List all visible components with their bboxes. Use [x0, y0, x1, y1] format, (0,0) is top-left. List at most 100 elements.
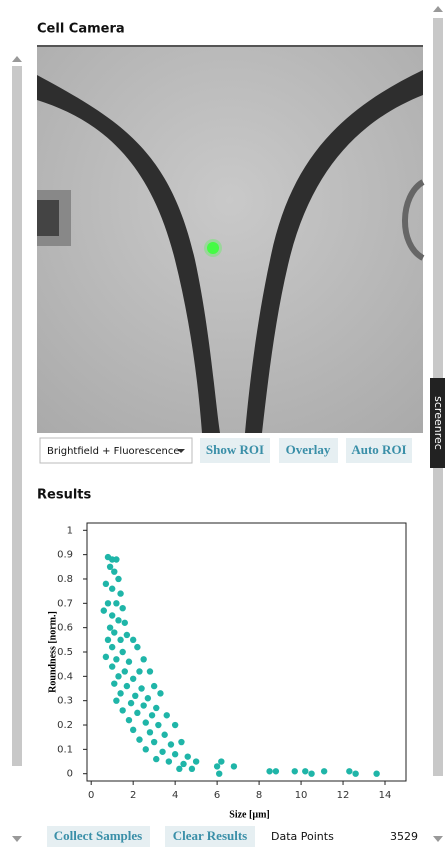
point	[193, 758, 199, 764]
point	[164, 712, 170, 718]
point	[155, 722, 161, 728]
point	[157, 690, 163, 696]
point	[107, 564, 113, 570]
point	[185, 753, 191, 759]
point	[136, 668, 142, 674]
point	[107, 624, 113, 630]
x-tick-label: 10	[295, 790, 308, 801]
y-tick-label: 0.9	[57, 550, 73, 561]
point	[113, 656, 119, 662]
watermark: screenrec	[432, 396, 445, 450]
point	[117, 690, 123, 696]
point	[113, 556, 119, 562]
point	[109, 663, 115, 669]
point	[176, 766, 182, 772]
point	[151, 683, 157, 689]
y-tick-label: 0	[67, 769, 73, 780]
point	[128, 700, 134, 706]
point	[138, 685, 144, 691]
point	[231, 763, 237, 769]
point	[373, 770, 379, 776]
scroll-down-right[interactable]	[433, 836, 443, 842]
point	[101, 607, 107, 613]
point	[149, 712, 155, 718]
button-label: Show ROI	[206, 442, 264, 457]
x-axis-label: Size [µm]	[229, 809, 269, 820]
plot-frame	[87, 523, 406, 781]
y-tick-label: 0.3	[57, 696, 73, 707]
point	[113, 600, 119, 606]
point	[273, 768, 279, 774]
data-points-label: Data Points	[271, 830, 334, 843]
x-tick-label: 2	[130, 790, 136, 801]
point	[161, 732, 167, 738]
point	[346, 768, 352, 774]
point	[178, 739, 184, 745]
point	[126, 717, 132, 723]
point	[109, 586, 115, 592]
point	[105, 637, 111, 643]
button-label: Overlay	[286, 442, 331, 457]
button-label: Auto ROI	[351, 442, 406, 457]
scroll-up-right[interactable]	[433, 6, 443, 12]
scrollbar-left[interactable]	[12, 66, 22, 766]
point	[124, 632, 130, 638]
point	[172, 722, 178, 728]
x-tick-label: 0	[88, 790, 94, 801]
scroll-up-left[interactable]	[12, 56, 22, 62]
point	[159, 749, 165, 755]
y-tick-label: 0.6	[57, 623, 73, 634]
point	[117, 590, 123, 596]
point	[180, 761, 186, 767]
point	[147, 729, 153, 735]
point	[151, 739, 157, 745]
point	[136, 736, 142, 742]
point	[111, 629, 117, 635]
point	[134, 710, 140, 716]
point	[321, 768, 327, 774]
x-tick-label: 12	[337, 790, 350, 801]
point	[172, 751, 178, 757]
point	[302, 768, 308, 774]
point	[115, 576, 121, 582]
section-title: Cell Camera	[37, 22, 125, 37]
point	[140, 656, 146, 662]
point	[130, 676, 136, 682]
y-tick-label: 1	[67, 525, 73, 536]
point	[109, 612, 115, 618]
point	[113, 697, 119, 703]
scroll-down-left[interactable]	[12, 836, 22, 842]
point	[126, 659, 132, 665]
y-tick-label: 0.8	[57, 574, 73, 585]
point	[153, 756, 159, 762]
point	[122, 668, 128, 674]
point	[143, 719, 149, 725]
x-tick-label: 14	[379, 790, 392, 801]
x-tick-label: 8	[256, 790, 262, 801]
point	[218, 758, 224, 764]
y-tick-label: 0.5	[57, 647, 73, 658]
point	[111, 568, 117, 574]
point	[168, 741, 174, 747]
point	[115, 673, 121, 679]
point	[292, 768, 298, 774]
point	[117, 637, 123, 643]
point	[122, 620, 128, 626]
point	[140, 702, 146, 708]
point	[130, 637, 136, 643]
point	[119, 649, 125, 655]
y-tick-label: 0.2	[57, 720, 73, 731]
point	[214, 763, 220, 769]
point	[119, 707, 125, 713]
point	[352, 770, 358, 776]
point	[124, 683, 130, 689]
mode-value: Brightfield + Fluorescence	[47, 446, 180, 457]
section-title: Results	[37, 488, 91, 503]
point	[105, 600, 111, 606]
point	[216, 770, 222, 776]
point	[111, 680, 117, 686]
x-tick-label: 6	[214, 790, 220, 801]
x-tick-label: 4	[172, 790, 178, 801]
camera-view	[37, 45, 423, 433]
